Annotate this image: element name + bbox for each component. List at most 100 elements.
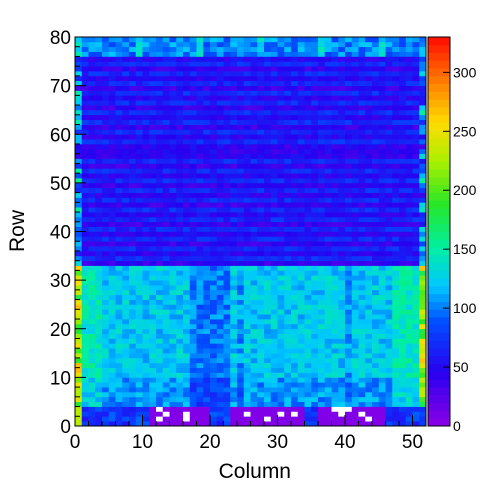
heatmap-cell: [264, 100, 272, 106]
heatmap-cell: [156, 401, 164, 407]
heatmap-cell: [284, 178, 292, 184]
heatmap-cell: [345, 158, 353, 164]
heatmap-cell: [196, 90, 204, 96]
heatmap-cell: [311, 66, 319, 72]
heatmap-cell: [156, 197, 164, 203]
heatmap-cell: [189, 119, 197, 125]
heatmap-cell: [210, 187, 218, 193]
heatmap-cell: [250, 105, 258, 111]
heatmap-cell: [270, 212, 278, 218]
heatmap-cell: [95, 357, 103, 364]
heatmap-cell: [189, 153, 197, 159]
heatmap-cell: [331, 421, 339, 427]
heatmap-cell: [399, 139, 407, 145]
heatmap-cell: [257, 163, 265, 169]
heatmap-cell: [129, 100, 137, 106]
heatmap-cell: [196, 207, 204, 213]
heatmap-cell: [284, 367, 292, 373]
heatmap-cell: [284, 221, 292, 227]
heatmap-cell: [169, 284, 177, 291]
heatmap-cell: [351, 280, 359, 286]
heatmap-cell: [203, 182, 211, 189]
color-scale-label: 50: [453, 359, 469, 375]
heatmap-cell: [358, 182, 366, 189]
heatmap-cell: [351, 367, 359, 373]
heatmap-cell: [230, 372, 238, 378]
heatmap-cell: [318, 119, 326, 125]
heatmap-cell: [405, 129, 413, 135]
heatmap-cell: [345, 401, 353, 407]
heatmap-cell: [264, 416, 272, 422]
heatmap-cell: [392, 192, 400, 198]
heatmap-cell: [345, 212, 353, 218]
heatmap-cell: [399, 396, 407, 403]
heatmap-cell: [135, 314, 143, 320]
heatmap-cell: [331, 333, 339, 339]
heatmap-cell: [230, 178, 238, 184]
heatmap-cell: [378, 80, 386, 86]
heatmap-cell: [318, 168, 326, 174]
heatmap-cell: [399, 37, 407, 43]
heatmap-cell: [135, 304, 143, 310]
heatmap-cell: [324, 275, 332, 281]
heatmap-cell: [243, 41, 251, 48]
heatmap-cell: [338, 270, 346, 276]
heatmap-cell: [270, 260, 278, 266]
heatmap-cell: [108, 187, 116, 193]
heatmap-cell: [189, 168, 197, 174]
heatmap-cell: [358, 139, 366, 145]
heatmap-cell: [331, 192, 339, 198]
heatmap-cell: [405, 255, 413, 262]
heatmap-cell: [264, 109, 272, 116]
heatmap-cell: [196, 66, 204, 72]
heatmap-cell: [412, 236, 420, 242]
heatmap-cell: [358, 158, 366, 164]
heatmap-cell: [412, 173, 420, 179]
heatmap-cell: [237, 95, 245, 101]
heatmap-cell: [412, 284, 420, 291]
heatmap-cell: [399, 260, 407, 266]
heatmap-cell: [351, 275, 359, 281]
heatmap-cell: [297, 348, 305, 354]
heatmap-cell: [304, 338, 312, 344]
heatmap-cell: [378, 270, 386, 276]
heatmap-cell: [392, 411, 400, 417]
heatmap-cell: [135, 294, 143, 300]
heatmap-cell: [142, 216, 150, 223]
heatmap-cell: [277, 353, 285, 359]
heatmap-cell: [324, 51, 332, 57]
heatmap-cell: [135, 319, 143, 325]
heatmap-cell: [372, 80, 380, 86]
heatmap-cell: [189, 37, 197, 43]
heatmap-cell: [237, 119, 245, 125]
heatmap-cell: [385, 391, 393, 398]
heatmap-cell: [392, 294, 400, 300]
heatmap-cell: [196, 114, 204, 121]
heatmap-cell: [351, 396, 359, 403]
heatmap-cell: [129, 377, 137, 383]
heatmap-cell: [115, 338, 123, 344]
heatmap-cell: [331, 202, 339, 208]
heatmap-cell: [216, 309, 224, 315]
heatmap-cell: [270, 75, 278, 82]
heatmap-cell: [324, 255, 332, 262]
heatmap-cell: [419, 221, 427, 227]
x-axis: 0 10 20 30 40 50: [70, 415, 427, 453]
heatmap-cell: [102, 46, 110, 52]
heatmap-cell: [189, 294, 197, 300]
heatmap-cell: [189, 41, 197, 48]
heatmap-cell: [81, 71, 89, 77]
heatmap-cell: [250, 362, 258, 368]
heatmap-cell: [102, 401, 110, 407]
heatmap-cell: [115, 80, 123, 86]
heatmap-cell: [277, 309, 285, 315]
heatmap-cell: [203, 421, 211, 427]
heatmap-cell: [108, 304, 116, 310]
heatmap-cell: [392, 275, 400, 281]
heatmap-cell: [210, 241, 218, 247]
heatmap-cell: [365, 56, 373, 62]
heatmap-cell: [162, 143, 170, 150]
heatmap-cell: [95, 416, 103, 422]
heatmap-cell: [291, 304, 299, 310]
heatmap-cell: [378, 343, 386, 349]
